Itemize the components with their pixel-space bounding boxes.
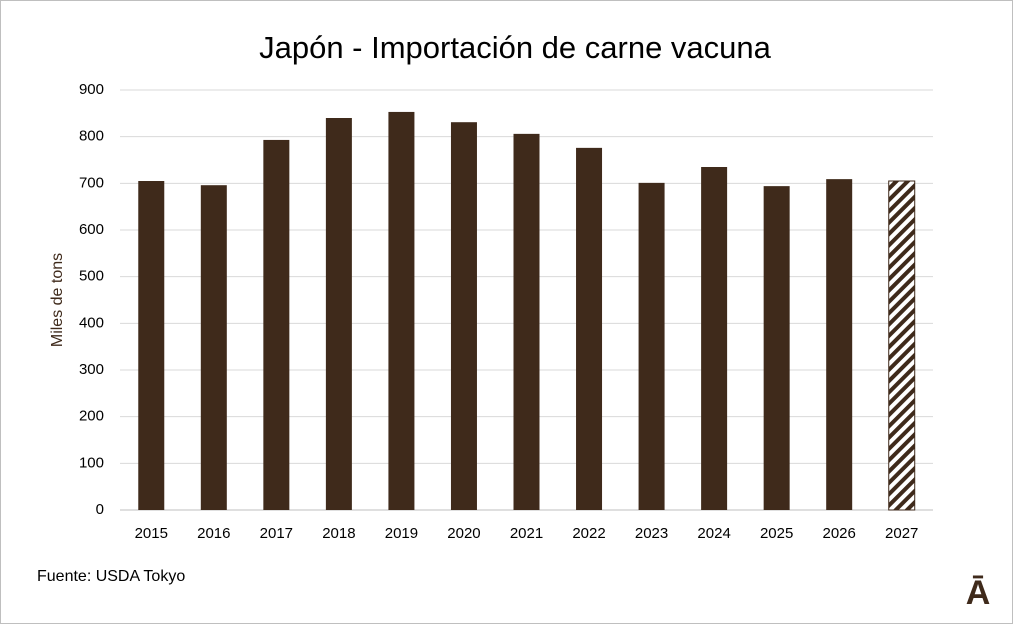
logo: Ā	[966, 574, 991, 612]
y-axis-label: Miles de tons	[49, 253, 66, 347]
y-tick-label: 100	[79, 454, 104, 471]
x-tick-label: 2022	[572, 525, 605, 542]
y-tick-label: 400	[79, 314, 104, 331]
bar	[638, 182, 665, 510]
source: Fuente: USDA Tokyo	[37, 568, 185, 585]
x-tick-label: 2025	[760, 525, 793, 542]
bar	[701, 167, 728, 510]
bar	[826, 179, 853, 510]
y-tick-label: 300	[79, 361, 104, 378]
bar	[325, 118, 352, 510]
bar	[576, 147, 603, 510]
y-tick-label: 700	[79, 174, 104, 191]
y-tick-label: 500	[79, 268, 104, 285]
bar	[200, 185, 227, 510]
y-tick-label: 600	[79, 221, 104, 238]
bar	[263, 139, 290, 510]
y-tick-label: 900	[79, 81, 104, 98]
x-tick-label: 2024	[697, 525, 730, 542]
y-tick-label: 200	[79, 408, 104, 425]
x-tick-label: 2020	[447, 525, 480, 542]
y-tick-label: 800	[79, 128, 104, 145]
x-tick-label: 2021	[510, 525, 543, 542]
chart-title: Japón - Importación de carne vacuna	[259, 30, 772, 65]
x-tick-label: 2017	[260, 525, 293, 542]
x-tick-label: 2026	[823, 525, 856, 542]
x-tick-label: 2016	[197, 525, 230, 542]
x-tick-label: 2023	[635, 525, 668, 542]
x-tick-label: 2019	[385, 525, 418, 542]
bar	[388, 111, 415, 510]
x-tick-label: 2015	[135, 525, 168, 542]
y-tick-label: 0	[96, 501, 104, 518]
bar	[888, 180, 916, 511]
x-tick-label: 2018	[322, 525, 355, 542]
bar	[763, 186, 790, 510]
bar	[450, 122, 477, 510]
bar	[513, 133, 540, 510]
x-tick-label: 2027	[885, 525, 918, 542]
bar	[138, 181, 165, 510]
